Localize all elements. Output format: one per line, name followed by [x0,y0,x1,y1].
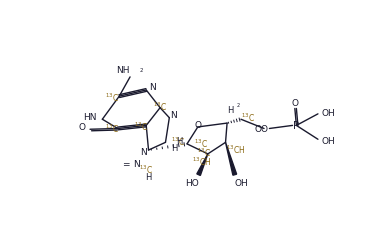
Text: O: O [79,123,86,132]
Text: H: H [176,137,183,146]
Text: $_2$: $_2$ [139,65,144,74]
Text: $^{13}$C: $^{13}$C [241,111,255,124]
Text: O: O [261,125,267,134]
Text: OH: OH [322,108,336,117]
Text: NH: NH [116,65,130,74]
Text: $^{13}$C: $^{13}$C [194,137,208,150]
Text: H: H [227,106,233,115]
Text: N: N [141,147,147,156]
Text: $^{13}$CH: $^{13}$CH [225,143,245,155]
Text: N: N [170,111,176,120]
Text: O: O [254,125,261,134]
Polygon shape [197,154,208,176]
Text: $^{13}$C: $^{13}$C [153,100,167,112]
Text: O: O [194,121,201,130]
Text: $^{13}$C: $^{13}$C [139,163,153,175]
Text: N: N [133,159,140,168]
Text: OH: OH [234,178,248,187]
Text: $^{13}$C: $^{13}$C [197,146,211,158]
Text: =: = [122,160,129,169]
Text: OH: OH [322,137,336,146]
Text: $^{13}$CH: $^{13}$CH [192,155,211,167]
Text: $_2$: $_2$ [236,101,241,109]
Text: N: N [149,82,156,91]
Text: $^{13}$C: $^{13}$C [105,91,119,104]
Text: H: H [145,172,152,181]
Text: H: H [171,144,177,152]
Text: HN: HN [83,113,97,122]
Text: O: O [291,98,298,107]
Text: $^{13}$C: $^{13}$C [105,122,119,134]
Text: P: P [293,121,299,131]
Text: $^{13}$C: $^{13}$C [171,135,185,147]
Polygon shape [225,143,237,176]
Text: HO: HO [185,178,199,187]
Text: $^{13}$C: $^{13}$C [134,120,148,132]
